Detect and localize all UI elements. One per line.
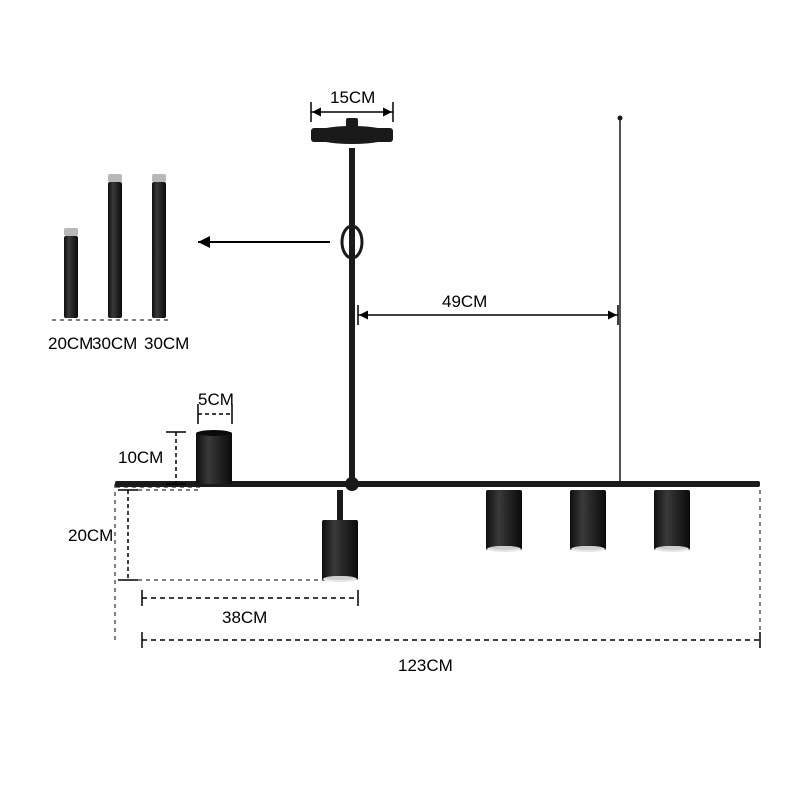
- diagram-svg: [0, 0, 800, 800]
- dim-label-rod-c: 30CM: [144, 334, 189, 354]
- dim-label-drop-height: 20CM: [68, 526, 113, 546]
- diagram-stage: 15CM49CM5CM10CM20CM38CM123CM20CM30CM30CM: [0, 0, 800, 800]
- dim-label-drop-span: 38CM: [222, 608, 267, 628]
- dim-label-cylinder-height: 10CM: [118, 448, 163, 468]
- dim-label-rod-a: 20CM: [48, 334, 93, 354]
- dim-label-wire-length: 49CM: [442, 292, 487, 312]
- dim-label-total-width: 123CM: [398, 656, 453, 676]
- dim-label-canopy-width: 15CM: [330, 88, 375, 108]
- dim-label-rod-b: 30CM: [92, 334, 137, 354]
- dim-label-cylinder-width: 5CM: [198, 390, 234, 410]
